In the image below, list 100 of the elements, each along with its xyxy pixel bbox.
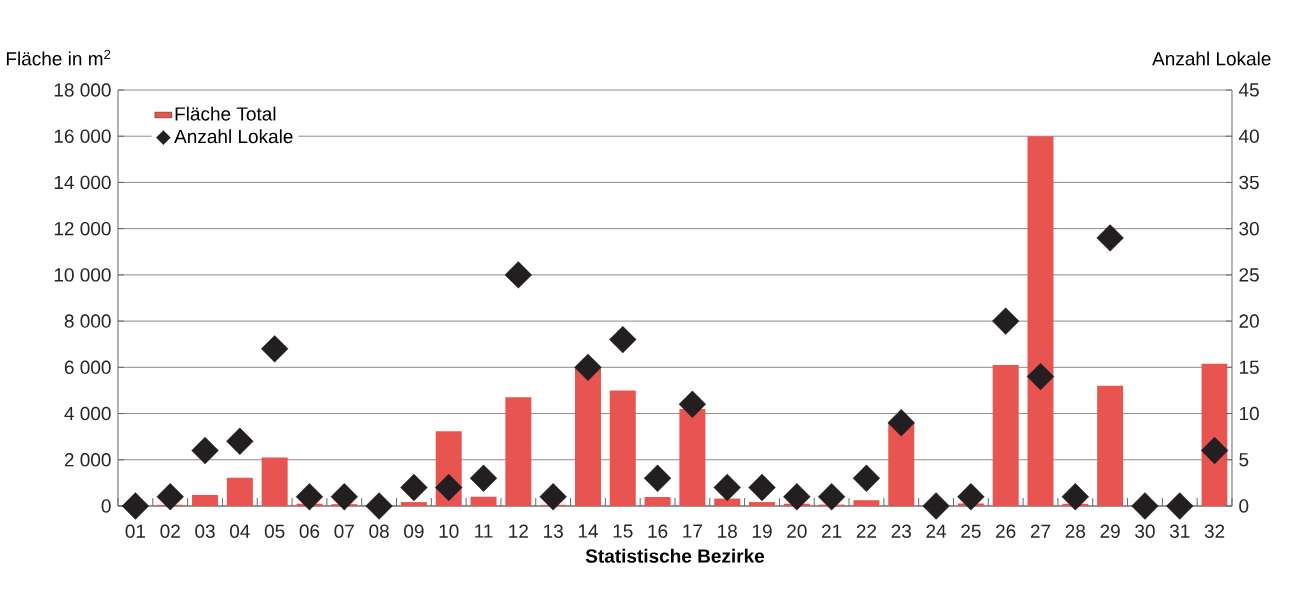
y-tick-label: 2 000 xyxy=(64,453,111,467)
bar xyxy=(992,365,1019,506)
y2-tick-label: 15 xyxy=(1239,360,1259,374)
point xyxy=(435,473,463,502)
bar xyxy=(226,477,253,506)
point xyxy=(678,390,707,418)
y-tick-label: 8 000 xyxy=(64,314,111,328)
point xyxy=(748,473,776,502)
y2-tick-label: 35 xyxy=(1239,175,1259,190)
y-tick-label: 4 000 xyxy=(64,406,111,421)
y2-tick-label: 25 xyxy=(1239,268,1259,282)
point xyxy=(887,409,915,437)
x-tick-label: 16 xyxy=(648,524,668,538)
x-tick-label: 27 xyxy=(1030,524,1051,538)
x-tick-label: 22 xyxy=(856,524,877,538)
x-tick-label: 01 xyxy=(125,524,146,538)
bar xyxy=(888,422,915,506)
point xyxy=(261,335,289,363)
y2-tick-label: 40 xyxy=(1238,129,1259,143)
x-tick-label: 21 xyxy=(822,524,842,538)
x-tick-label: 20 xyxy=(787,524,807,538)
x-tick-label: 29 xyxy=(1100,524,1120,538)
point xyxy=(957,483,985,511)
bar xyxy=(1097,385,1124,506)
point xyxy=(156,483,184,511)
y-axis-title: Fläche in m$^{2}$ xyxy=(6,49,111,66)
legend-label: Fläche Total xyxy=(175,106,276,121)
bar xyxy=(644,496,671,506)
bar xyxy=(192,495,219,506)
x-tick-label: 26 xyxy=(996,524,1016,538)
point xyxy=(330,483,358,511)
x-tick-label: 17 xyxy=(683,524,703,538)
x-tick-label: 32 xyxy=(1204,524,1225,538)
x-tick-label: 03 xyxy=(195,524,215,538)
point xyxy=(1131,492,1159,520)
bar xyxy=(1027,136,1054,506)
bar xyxy=(261,457,288,506)
y2-tick-label: 45 xyxy=(1238,83,1259,97)
point xyxy=(783,483,811,511)
x-tick-label: 06 xyxy=(299,524,320,538)
bar xyxy=(749,502,776,506)
point xyxy=(504,261,532,289)
point xyxy=(922,492,950,520)
point xyxy=(1200,436,1229,465)
bar xyxy=(470,496,497,506)
y2-tick-label: 0 xyxy=(1239,499,1249,513)
y-tick-label: 6 000 xyxy=(64,360,111,375)
point xyxy=(400,473,428,502)
point xyxy=(852,464,881,492)
point xyxy=(992,307,1020,335)
point xyxy=(121,492,150,520)
x-tick-label: 31 xyxy=(1169,524,1190,538)
point xyxy=(643,464,672,492)
x-tick-label: 10 xyxy=(439,524,459,538)
point xyxy=(469,464,498,492)
x-tick-label: 11 xyxy=(475,524,493,538)
x-tick-label: 15 xyxy=(613,524,633,538)
x-tick-label: 30 xyxy=(1135,524,1155,538)
legend-label: Anzahl Lokale xyxy=(174,129,293,144)
point xyxy=(295,483,324,511)
y-tick-label: 16 000 xyxy=(54,129,111,143)
point xyxy=(609,325,637,354)
y-tick-label: 0 xyxy=(101,499,111,513)
point xyxy=(1166,492,1194,520)
point xyxy=(574,353,602,381)
y-tick-label: 14 000 xyxy=(54,175,111,190)
y2-tick-label: 30 xyxy=(1239,221,1259,236)
x-tick-label: 12 xyxy=(509,524,528,538)
y-tick-label: 10 000 xyxy=(54,268,111,282)
x-tick-label: 13 xyxy=(544,524,563,538)
point xyxy=(1096,224,1124,252)
point xyxy=(226,427,254,455)
y-tick-label: 12 000 xyxy=(54,221,111,236)
x-tick-label: 04 xyxy=(230,524,250,538)
y2-axis-title: Anzahl Lokale xyxy=(1152,51,1271,66)
point xyxy=(818,483,846,511)
x-tick-label: 25 xyxy=(961,524,981,538)
x-tick-label: 19 xyxy=(752,524,772,538)
point xyxy=(713,473,741,502)
y2-tick-label: 10 xyxy=(1239,406,1259,421)
point xyxy=(1061,483,1089,511)
x-tick-label: 23 xyxy=(891,524,911,538)
point xyxy=(539,483,567,511)
x-tick-label: 14 xyxy=(578,524,598,538)
x-tick-label: 28 xyxy=(1065,524,1086,538)
x-tick-label: 02 xyxy=(160,524,180,538)
bar xyxy=(679,408,706,506)
point xyxy=(365,492,393,520)
bar xyxy=(609,390,636,506)
x-tick-label: 08 xyxy=(369,524,389,538)
y-tick-label: 18 000 xyxy=(54,83,111,97)
bar xyxy=(853,500,880,506)
bar xyxy=(574,367,601,506)
x-tick-label: 09 xyxy=(404,524,424,538)
point xyxy=(191,436,219,465)
y2-tick-label: 5 xyxy=(1239,453,1249,467)
x-tick-label: 05 xyxy=(264,524,285,538)
bar xyxy=(505,397,532,506)
bar xyxy=(400,502,427,506)
x-axis-title: Statistische Bezirke xyxy=(585,548,765,563)
